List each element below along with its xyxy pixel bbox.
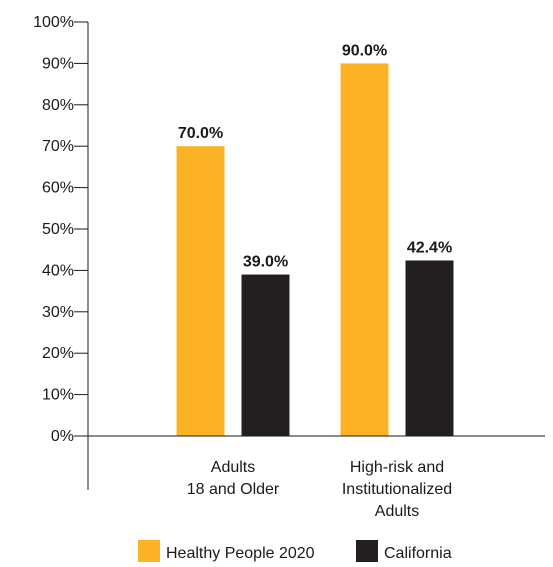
value-labels: 70.0% 39.0% 90.0% 42.4%: [178, 42, 452, 270]
bars: [176, 63, 454, 437]
y-tick-label: 40%: [42, 262, 74, 279]
data-label: 39.0%: [243, 254, 288, 271]
bar-healthy-people-2020: [176, 146, 225, 436]
data-label: 70.0%: [178, 125, 223, 142]
legend: Healthy People 2020 California: [138, 540, 452, 562]
x-axis: Adults 18 and Older High-risk and Instituti…: [88, 435, 545, 520]
y-tick-label: 30%: [42, 304, 74, 321]
y-tick-label: 50%: [42, 221, 74, 238]
legend-label: Healthy People 2020: [166, 545, 315, 562]
x-category-label: 18 and Older: [187, 481, 280, 498]
y-tick-label: 90%: [42, 55, 74, 72]
bar-healthy-people-2020: [340, 63, 389, 437]
legend-swatch: [138, 540, 160, 562]
legend-swatch: [356, 540, 378, 562]
y-tick-label: 100%: [33, 14, 74, 31]
bar-california: [405, 260, 454, 436]
y-tick-label: 70%: [42, 138, 74, 155]
y-tick-label: 20%: [42, 345, 74, 362]
data-label: 42.4%: [407, 239, 452, 256]
legend-label: California: [384, 545, 452, 562]
x-category-label: Adults: [211, 459, 255, 476]
y-tick-label: 80%: [42, 97, 74, 114]
y-tick-label: 0%: [51, 428, 74, 445]
x-category-label: Institutionalized: [342, 481, 452, 498]
bar-california: [241, 274, 290, 436]
x-category-label: Adults: [375, 503, 419, 520]
data-label: 90.0%: [342, 42, 387, 59]
y-tick-label: 10%: [42, 387, 74, 404]
x-category-label: High-risk and: [350, 459, 444, 476]
y-axis: 0% 10% 20% 30% 40% 50% 60% 70% 80% 90% 100%: [33, 14, 89, 490]
y-tick-label: 60%: [42, 180, 74, 197]
